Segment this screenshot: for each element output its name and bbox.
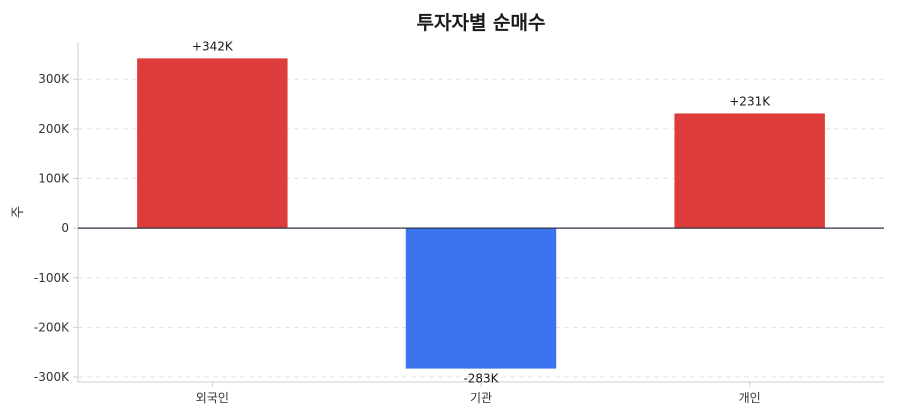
bars (137, 58, 825, 369)
x-tick-label: 개인 (739, 391, 761, 405)
y-tick-label: 0 (61, 221, 69, 235)
y-tick-label: -100K (34, 271, 70, 285)
data-label: +231K (729, 94, 771, 108)
y-tick-label: -200K (34, 320, 70, 334)
data-label: +342K (192, 39, 234, 53)
data-label: -283K (463, 372, 499, 386)
y-tick-label: -300K (34, 370, 70, 384)
x-tick-label: 기관 (470, 391, 492, 405)
y-axis-ticks: -300K -200K -100K 0 100K 200K 300K (34, 72, 78, 384)
bar (405, 228, 557, 369)
y-axis-label: 주 (11, 206, 26, 218)
y-tick-label: 200K (38, 122, 70, 136)
x-axis-ticks: 외국인 기관 개인 (196, 382, 761, 405)
data-labels: +342K -283K +231K (192, 39, 771, 385)
y-tick-label: 300K (38, 72, 70, 86)
bar (674, 113, 825, 229)
y-tick-label: 100K (38, 171, 70, 185)
chart-title: 투자자별 순매수 (417, 12, 546, 34)
bar (137, 58, 288, 229)
x-tick-label: 외국인 (196, 391, 229, 405)
